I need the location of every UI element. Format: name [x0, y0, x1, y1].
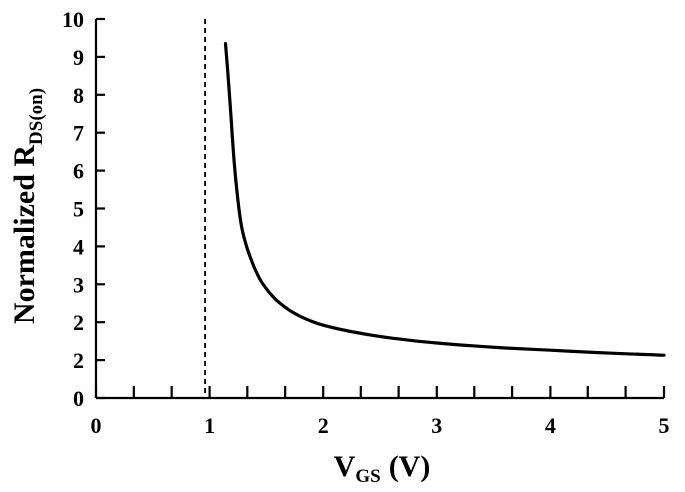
x-tick-label: 2	[318, 413, 329, 438]
y-tick-label: 6	[73, 159, 84, 184]
x-tick-label: 3	[431, 413, 442, 438]
x-tick-label: 4	[545, 413, 556, 438]
marks	[204, 19, 666, 398]
y-tick-label: 3	[73, 272, 84, 297]
x-axis-title: VGS (V)	[334, 450, 431, 487]
y-axis-title-main: Normalized R	[8, 145, 41, 324]
axes	[94, 19, 664, 400]
x-tick-label: 5	[659, 413, 670, 438]
y-tick-label: 2	[73, 310, 84, 335]
y-tick-label: 7	[73, 121, 84, 146]
y-ticks: 0 2 2 3 4 5 6 7 8 9 10	[62, 7, 105, 411]
x-ticks: 0 1 2 3 4 5	[91, 386, 670, 438]
y-tick-label: 0	[73, 386, 84, 411]
y-tick-label: 9	[73, 45, 84, 70]
x-axis-title-sub: GS	[355, 466, 380, 487]
x-axis-title-unit: (V)	[389, 450, 431, 483]
y-axis-title: Normalized RDS(on)	[8, 88, 47, 324]
x-axis-title-main: V	[334, 450, 356, 483]
y-tick-label: 4	[73, 234, 84, 259]
y-tick-label: 5	[73, 197, 84, 222]
y-tick-label: 10	[62, 7, 84, 32]
y-tick-label: 2	[73, 348, 84, 373]
y-tick-label: 8	[73, 83, 84, 108]
y-axis-title-sub: DS(on)	[26, 88, 47, 145]
x-tick-label: 0	[91, 413, 102, 438]
x-tick-label: 1	[204, 413, 215, 438]
rdson-curve	[223, 42, 666, 357]
